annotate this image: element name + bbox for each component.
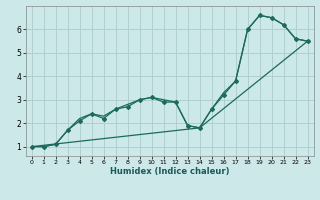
X-axis label: Humidex (Indice chaleur): Humidex (Indice chaleur) — [110, 167, 229, 176]
